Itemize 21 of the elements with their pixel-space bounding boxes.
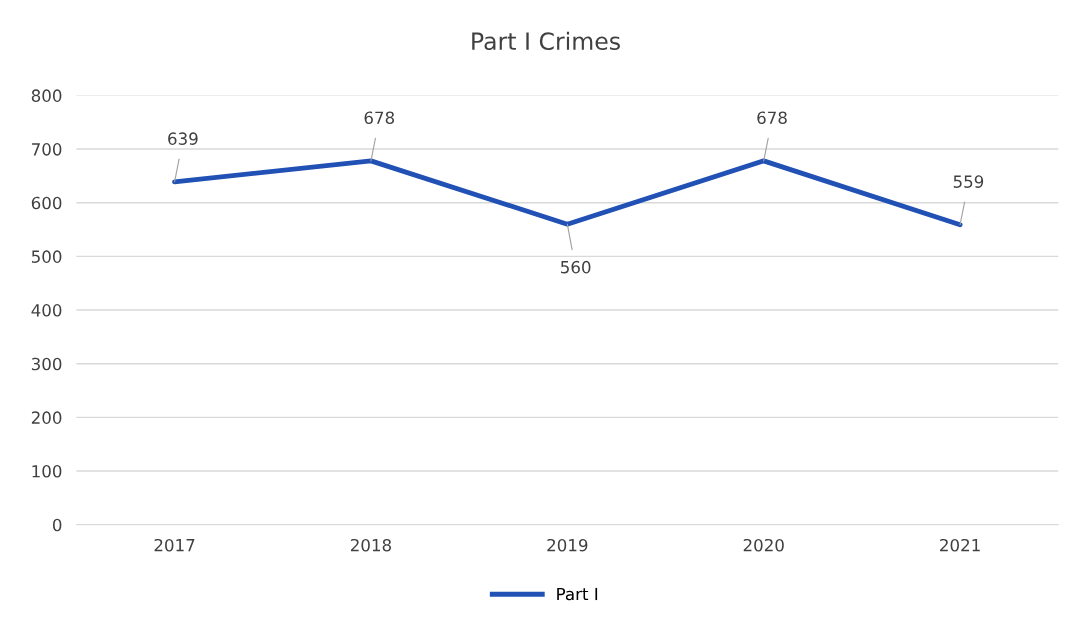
y-tick-label: 600	[31, 196, 62, 210]
x-tick-label: 2021	[940, 538, 980, 552]
chart-title: Part I Crimes	[472, 31, 620, 51]
data-label: 559	[953, 175, 984, 188]
y-tick-label: 400	[31, 304, 62, 317]
x-tick-label: 2018	[350, 538, 392, 552]
y-tick-label: 200	[31, 411, 62, 424]
x-tick-label: 2017	[154, 538, 195, 552]
x-tick-label: 2020	[743, 538, 784, 552]
data-label: 678	[364, 111, 395, 125]
y-tick-label: 800	[31, 89, 62, 102]
y-tick-label: 700	[32, 143, 62, 156]
data-label: 560	[561, 260, 591, 274]
y-tick-label: 300	[31, 357, 62, 371]
legend-label: Part I	[557, 587, 598, 601]
x-tick-label: 2019	[547, 538, 588, 552]
y-tick-label: 0	[52, 518, 62, 532]
y-tick-label: 500	[31, 250, 62, 263]
data-label: 678	[757, 111, 787, 125]
data-label: 639	[168, 132, 198, 145]
y-tick-label: 100	[32, 465, 62, 478]
